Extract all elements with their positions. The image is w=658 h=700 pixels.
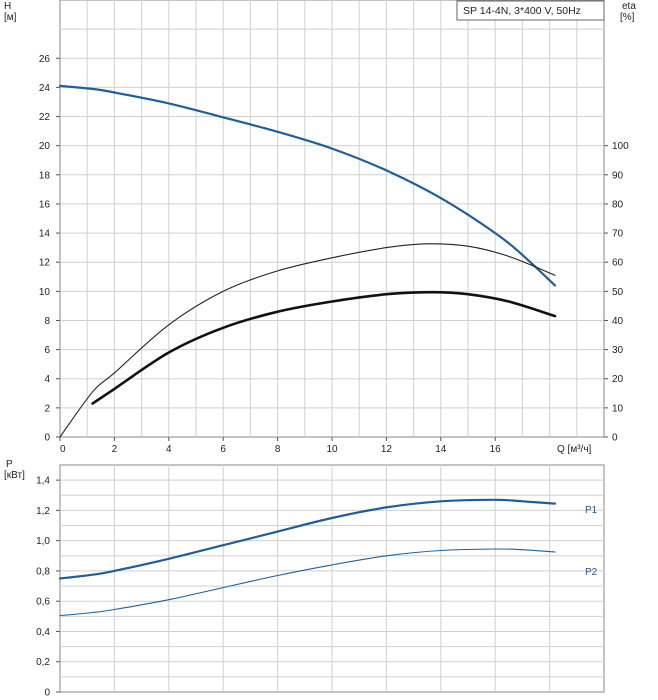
y2-tick-label: 80 — [612, 199, 624, 210]
y2-tick-label: 0 — [612, 433, 618, 444]
y-tick-label: 10 — [39, 287, 51, 298]
p-tick-label: 0,2 — [36, 657, 50, 668]
series-line-eta-thin — [59, 243, 556, 438]
y2-tick-label: 90 — [612, 170, 624, 181]
top-tick-labels: 0 2 4 6 8 10 12 14 16024681012141618202224260102… — [39, 54, 629, 455]
y-tick-label: 22 — [39, 112, 51, 123]
y2-tick-label: 20 — [612, 374, 624, 385]
y-tick-label: 0 — [44, 433, 50, 444]
y2-axis-title-eta: eta — [622, 1, 636, 12]
x-tick-label: 12 — [381, 444, 393, 455]
y-axis-unit-p: [кВт] — [4, 470, 25, 481]
bottom-series-group — [58, 498, 557, 617]
series-line-eta-thick — [91, 290, 557, 405]
series-label-p1: P1 — [585, 505, 598, 516]
y-tick-label: 20 — [39, 141, 51, 152]
top-gridlines — [60, 0, 604, 437]
y2-tick-label: 50 — [612, 287, 624, 298]
x-tick-label: 8 — [275, 444, 281, 455]
y-tick-label: 14 — [39, 229, 51, 240]
p-tick-label: 0,4 — [36, 627, 50, 638]
x-tick-label: 14 — [435, 444, 447, 455]
series-line-p1 — [58, 498, 557, 580]
y2-tick-label: 30 — [612, 345, 624, 356]
y-tick-label: 6 — [44, 345, 50, 356]
p-tick-label: 1,2 — [36, 506, 50, 517]
series-line-p2 — [59, 548, 556, 617]
y-axis-title-p: P — [6, 459, 13, 470]
y-tick-label: 2 — [44, 403, 50, 414]
head-efficiency-panel: 0 2 4 6 8 10 12 14 16024681012141618202224260102… — [4, 0, 636, 455]
x-tick-label: 16 — [490, 444, 502, 455]
x-tick-label: 6 — [220, 444, 226, 455]
x-tick-label: 10 — [326, 444, 338, 455]
y-tick-label: 18 — [39, 170, 51, 181]
p-tick-label: 0 — [44, 688, 50, 699]
y-tick-label: 26 — [39, 54, 51, 65]
p-tick-label: 0,6 — [36, 597, 50, 608]
legend-box: SP 14-4N, 3*400 V, 50Hz — [456, 0, 605, 21]
y2-tick-label: 60 — [612, 258, 624, 269]
bottom-gridlines — [60, 465, 604, 692]
y-axis-unit-h: [м] — [4, 12, 17, 23]
y-tick-label: 4 — [44, 374, 50, 385]
x-tick-label: 0 — [60, 444, 66, 455]
series-line-head — [58, 84, 557, 287]
top-series-group — [58, 84, 557, 438]
power-panel: 0 0,2 0,4 0,6 0,8 1,0 1,2 1,4 P [кВт] P1 P2 — [4, 459, 605, 699]
legend-text: SP 14-4N, 3*400 V, 50Hz — [463, 5, 581, 17]
y2-tick-label: 10 — [612, 403, 624, 414]
p-tick-label: 1,0 — [36, 536, 50, 547]
x-axis-title: Q [м³/ч] — [557, 444, 592, 455]
x-tick-label: 2 — [112, 444, 118, 455]
y2-tick-label: 100 — [612, 141, 629, 152]
y2-tick-label: 70 — [612, 229, 624, 240]
series-label-p2: P2 — [585, 567, 598, 578]
y2-axis-unit-eta: [%] — [620, 12, 635, 23]
x-tick-label: 4 — [166, 444, 172, 455]
y-tick-label: 24 — [39, 83, 51, 94]
y-axis-title-h: H — [4, 1, 11, 12]
p-tick-label: 0,8 — [36, 566, 50, 577]
y-tick-label: 12 — [39, 258, 51, 269]
bottom-tick-labels: 0 0,2 0,4 0,6 0,8 1,0 1,2 1,4 — [36, 476, 60, 699]
y-tick-label: 8 — [44, 316, 50, 327]
y2-tick-label: 40 — [612, 316, 624, 327]
y-tick-label: 16 — [39, 199, 51, 210]
p-tick-label: 1,4 — [36, 476, 50, 487]
